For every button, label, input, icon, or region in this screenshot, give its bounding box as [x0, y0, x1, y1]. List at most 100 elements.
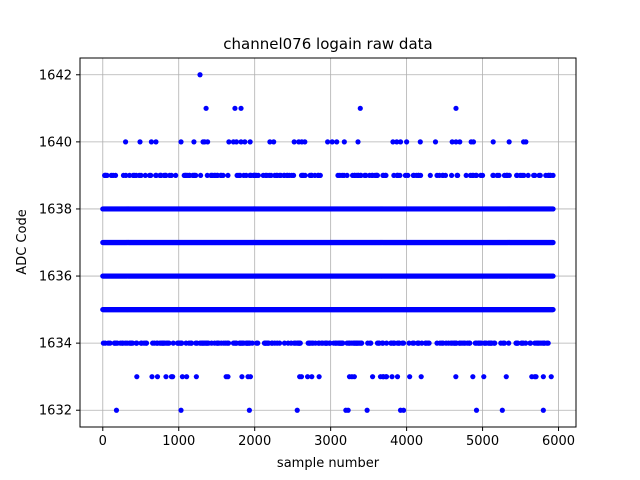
chart-title: channel076 logain raw data: [223, 35, 432, 53]
data-point: [400, 407, 407, 413]
y-axis-label: ADC Code: [15, 209, 30, 274]
data-point: [427, 172, 433, 179]
data-point: [242, 139, 248, 145]
data-point: [246, 407, 252, 413]
x-tick-label: 6000: [542, 434, 575, 449]
data-point: [149, 374, 155, 380]
data-point: [205, 139, 211, 145]
data-point: [239, 374, 245, 380]
data-point: [404, 139, 410, 145]
data-point: [473, 407, 480, 413]
data-point: [302, 172, 308, 179]
data-point: [170, 374, 176, 380]
data-point: [302, 139, 308, 145]
data-point: [357, 105, 363, 111]
data-point: [173, 172, 179, 179]
data-point: [297, 340, 303, 346]
data-point: [220, 172, 226, 179]
data-point: [426, 340, 432, 346]
data-point: [533, 374, 539, 380]
data-point: [550, 273, 556, 279]
y-tick-label: 1642: [39, 68, 72, 83]
y-tick-label: 1636: [39, 270, 72, 285]
data-point: [184, 374, 190, 380]
data-point: [325, 139, 331, 145]
data-point: [294, 407, 300, 413]
data-point: [537, 172, 543, 179]
data-point: [383, 172, 389, 179]
data-point: [550, 239, 556, 246]
x-tick-label: 3000: [314, 434, 347, 449]
data-point: [225, 340, 232, 346]
data-point: [467, 340, 473, 346]
data-point: [442, 172, 449, 179]
data-point: [247, 139, 253, 145]
data-point: [496, 172, 502, 179]
data-point: [368, 340, 374, 346]
data-point: [345, 407, 351, 413]
data-point: [479, 172, 486, 179]
data-point: [277, 340, 283, 346]
data-point: [163, 374, 169, 380]
data-point: [255, 172, 261, 179]
data-point: [137, 139, 143, 145]
data-point: [193, 374, 199, 380]
data-point: [359, 340, 365, 346]
data-point: [389, 374, 395, 380]
data-point: [355, 139, 361, 145]
data-point: [492, 340, 498, 346]
data-point: [400, 340, 407, 346]
data-point: [247, 374, 254, 380]
data-point: [506, 139, 512, 145]
data-point: [341, 139, 347, 145]
data-point: [397, 139, 404, 145]
data-point: [550, 172, 556, 179]
data-point: [178, 139, 184, 145]
data-point: [455, 172, 461, 179]
data-point: [453, 105, 459, 111]
data-point: [134, 374, 140, 380]
data-point: [193, 172, 199, 179]
data-point: [550, 306, 556, 313]
data-point: [540, 407, 546, 413]
data-point: [351, 374, 357, 380]
data-point: [232, 105, 238, 111]
data-point: [374, 172, 381, 179]
data-point: [383, 374, 390, 380]
data-point: [329, 139, 335, 145]
x-tick-label: 2000: [238, 434, 271, 449]
data-point: [418, 374, 424, 380]
x-axis-label: sample number: [277, 456, 380, 471]
data-point: [470, 139, 477, 145]
data-point: [394, 374, 401, 380]
data-point: [148, 139, 154, 145]
data-point: [481, 374, 487, 380]
data-point: [453, 374, 459, 380]
data-point: [225, 374, 231, 380]
data-point: [448, 172, 455, 179]
data-point: [238, 105, 244, 111]
data-point: [417, 172, 424, 179]
data-point: [540, 374, 546, 380]
data-point: [154, 374, 161, 380]
data-point: [506, 172, 512, 179]
data-point: [316, 374, 322, 380]
data-point: [178, 407, 184, 413]
data-point: [233, 139, 240, 145]
data-point: [148, 172, 154, 179]
data-point: [291, 139, 297, 145]
data-point: [344, 172, 350, 179]
data-point: [317, 172, 323, 179]
x-tick-label: 4000: [390, 434, 423, 449]
data-point: [548, 374, 554, 380]
data-point: [203, 105, 209, 111]
data-point: [550, 206, 556, 212]
y-tick-label: 1640: [39, 135, 72, 150]
data-point: [364, 407, 370, 413]
data-point: [397, 172, 403, 179]
x-tick-label: 5000: [466, 434, 499, 449]
data-point: [417, 139, 423, 145]
data-point: [143, 340, 150, 346]
y-tick-label: 1634: [39, 337, 72, 352]
